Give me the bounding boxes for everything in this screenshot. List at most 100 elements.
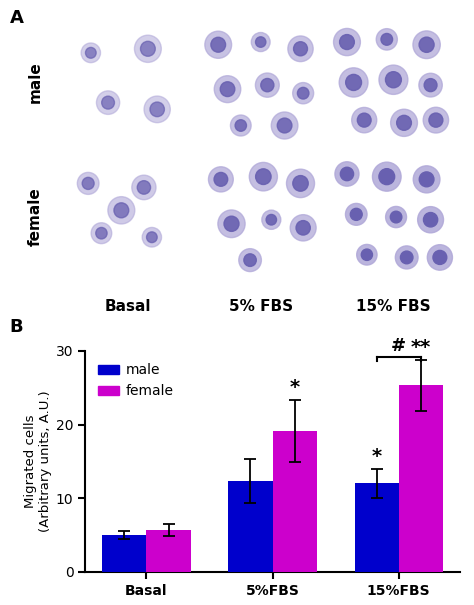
Circle shape — [249, 162, 277, 191]
Circle shape — [214, 76, 241, 103]
Circle shape — [424, 79, 437, 91]
Circle shape — [262, 210, 281, 229]
Bar — [273, 431, 317, 572]
Circle shape — [214, 172, 228, 186]
Circle shape — [423, 107, 448, 133]
Circle shape — [102, 96, 114, 109]
Bar — [399, 385, 443, 572]
Circle shape — [255, 73, 279, 97]
Circle shape — [293, 42, 308, 56]
Circle shape — [361, 249, 373, 260]
Bar — [146, 530, 191, 572]
Circle shape — [266, 214, 276, 225]
Circle shape — [144, 96, 170, 123]
Circle shape — [419, 172, 434, 187]
Circle shape — [296, 221, 310, 235]
Circle shape — [401, 251, 413, 264]
Circle shape — [140, 41, 155, 56]
Circle shape — [286, 169, 315, 198]
Bar — [355, 483, 399, 572]
Circle shape — [397, 116, 411, 130]
Legend: male, female: male, female — [92, 358, 179, 404]
Circle shape — [96, 227, 107, 239]
Circle shape — [346, 74, 362, 91]
Circle shape — [352, 108, 377, 133]
Circle shape — [379, 169, 395, 185]
Circle shape — [385, 71, 401, 88]
Circle shape — [85, 47, 96, 58]
Circle shape — [251, 33, 270, 51]
Circle shape — [290, 215, 316, 241]
Circle shape — [142, 227, 162, 247]
Circle shape — [137, 181, 151, 194]
Circle shape — [413, 31, 440, 59]
Circle shape — [239, 249, 261, 272]
Circle shape — [255, 37, 266, 47]
Circle shape — [433, 250, 447, 264]
Text: 15% FBS: 15% FBS — [356, 299, 431, 315]
Circle shape — [261, 79, 274, 92]
Circle shape — [244, 254, 256, 266]
Y-axis label: Migrated cells
(Arbitrary units, A.U.): Migrated cells (Arbitrary units, A.U.) — [24, 390, 52, 532]
Circle shape — [334, 28, 360, 56]
Circle shape — [91, 223, 112, 244]
Circle shape — [390, 211, 402, 223]
Bar — [102, 535, 146, 572]
Circle shape — [357, 113, 371, 127]
Circle shape — [114, 203, 129, 218]
Circle shape — [220, 82, 235, 97]
Circle shape — [224, 216, 239, 231]
Circle shape — [132, 175, 156, 200]
Circle shape — [205, 31, 232, 58]
Circle shape — [346, 203, 367, 225]
Circle shape — [413, 166, 440, 193]
Circle shape — [218, 210, 245, 238]
Circle shape — [108, 197, 135, 224]
Circle shape — [255, 169, 271, 185]
Circle shape — [297, 87, 309, 99]
Text: *: * — [290, 378, 300, 396]
Text: 5% FBS: 5% FBS — [228, 299, 293, 315]
Circle shape — [376, 28, 397, 50]
Circle shape — [418, 207, 444, 233]
Circle shape — [373, 162, 401, 191]
Circle shape — [340, 167, 354, 181]
Circle shape — [423, 212, 438, 227]
Text: male: male — [28, 62, 43, 103]
Circle shape — [427, 244, 453, 270]
Circle shape — [357, 244, 377, 265]
Circle shape — [288, 36, 313, 62]
Text: B: B — [9, 318, 23, 336]
Circle shape — [293, 175, 308, 191]
Circle shape — [292, 82, 314, 104]
Circle shape — [350, 208, 362, 220]
Circle shape — [381, 33, 392, 45]
Circle shape — [82, 177, 94, 189]
Text: Basal: Basal — [105, 299, 151, 315]
Text: *: * — [372, 446, 382, 466]
Circle shape — [335, 162, 359, 186]
Circle shape — [235, 120, 246, 131]
Circle shape — [146, 232, 157, 243]
Circle shape — [386, 206, 407, 227]
Circle shape — [339, 34, 355, 50]
Text: A: A — [9, 9, 23, 27]
Circle shape — [209, 167, 233, 192]
Text: **: ** — [410, 338, 431, 357]
Circle shape — [211, 38, 226, 52]
Circle shape — [391, 110, 418, 136]
Circle shape — [150, 102, 164, 117]
Circle shape — [81, 43, 100, 63]
Bar — [228, 481, 273, 572]
Circle shape — [96, 91, 120, 114]
Text: #: # — [391, 338, 406, 355]
Circle shape — [419, 37, 434, 53]
Circle shape — [271, 112, 298, 139]
Circle shape — [230, 115, 251, 136]
Circle shape — [379, 65, 408, 94]
Circle shape — [77, 172, 99, 194]
Circle shape — [419, 73, 442, 97]
Circle shape — [135, 35, 161, 62]
Circle shape — [429, 113, 443, 127]
Text: female: female — [28, 188, 43, 246]
